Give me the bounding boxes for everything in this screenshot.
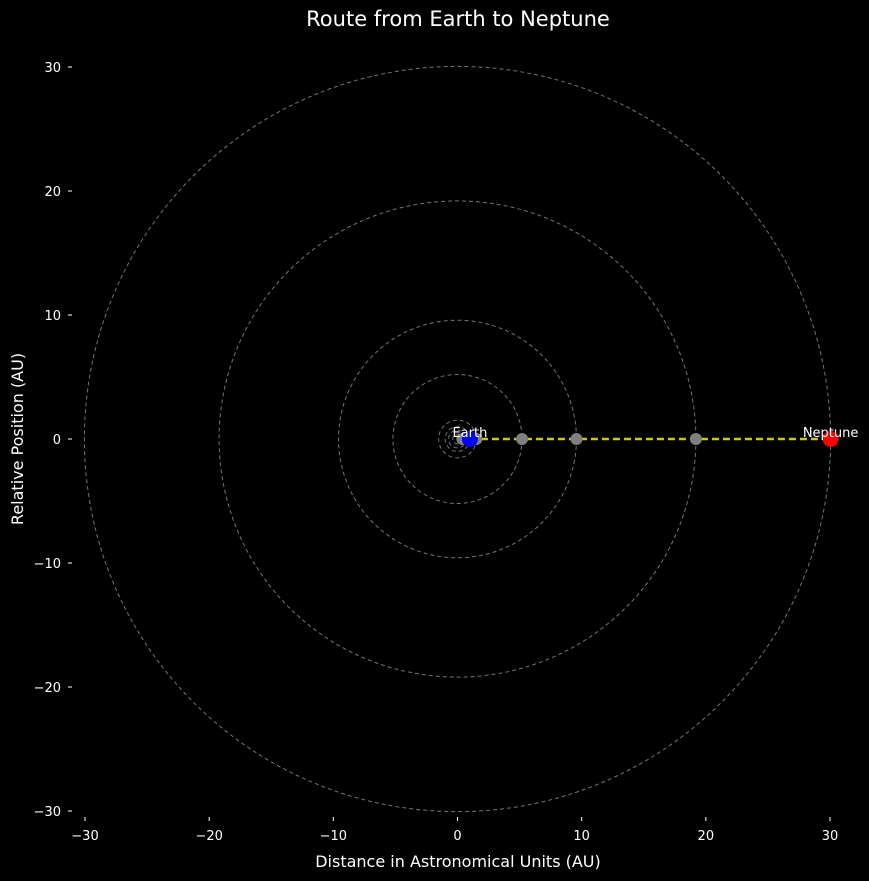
planet-marker bbox=[690, 433, 702, 445]
planet-marker bbox=[570, 433, 582, 445]
y-tick-label: −30 bbox=[34, 805, 61, 820]
x-tick-label: −10 bbox=[320, 829, 347, 844]
x-tick-label: −30 bbox=[71, 829, 98, 844]
chart-title: Route from Earth to Neptune bbox=[306, 7, 610, 31]
y-tick-label: −20 bbox=[34, 681, 61, 696]
x-tick-label: 20 bbox=[698, 829, 715, 844]
x-axis-label: Distance in Astronomical Units (AU) bbox=[315, 852, 601, 871]
planet-marker bbox=[516, 433, 528, 445]
x-tick-label: 30 bbox=[822, 829, 839, 844]
y-tick-label: 20 bbox=[44, 185, 61, 200]
y-tick-label: −10 bbox=[34, 557, 61, 572]
neptune-label: Neptune bbox=[803, 426, 859, 441]
x-tick-label: −20 bbox=[195, 829, 222, 844]
y-tick-label: 30 bbox=[44, 61, 61, 76]
y-tick-label: 10 bbox=[44, 309, 61, 324]
earth-label: Earth bbox=[452, 426, 487, 441]
x-tick-label: 10 bbox=[573, 829, 590, 844]
y-tick-label: 0 bbox=[53, 433, 61, 448]
y-axis-label: Relative Position (AU) bbox=[8, 353, 27, 525]
x-tick-label: 0 bbox=[453, 829, 461, 844]
